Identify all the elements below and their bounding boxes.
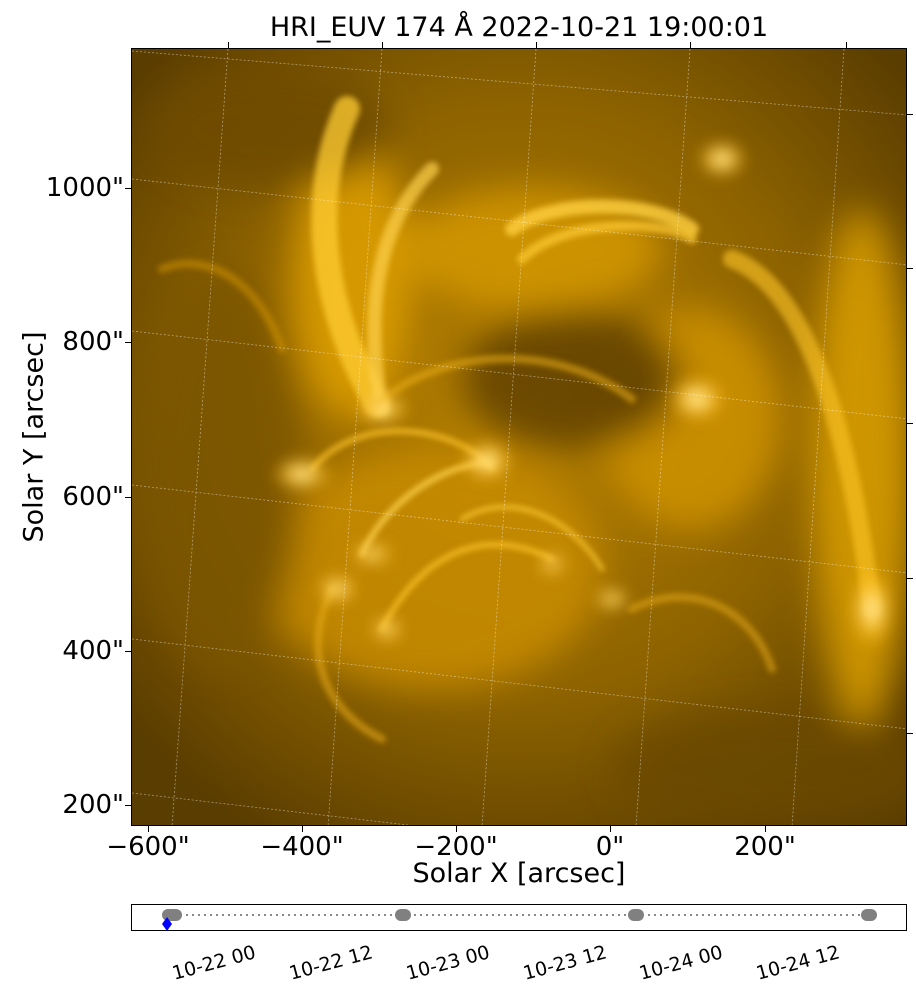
timeline-tick-label: 10-24 00 <box>636 941 726 985</box>
y-tick <box>125 651 131 652</box>
plot-title: HRI_EUV 174 Å 2022-10-21 19:00:01 <box>269 12 769 43</box>
observation-marker <box>861 909 877 921</box>
top-tick <box>690 42 691 48</box>
solar-euv-image <box>132 49 906 825</box>
timeline-tick-label: 10-22 12 <box>286 941 376 985</box>
y-tick <box>125 497 131 498</box>
x-tick <box>302 826 303 832</box>
x-tick-label: 0" <box>595 832 625 862</box>
x-tick <box>148 826 149 832</box>
x-tick <box>610 826 611 832</box>
y-tick-label: 1000" <box>45 173 124 203</box>
y-tick <box>125 342 131 343</box>
right-tick <box>907 114 913 115</box>
y-tick-label: 800" <box>62 327 124 357</box>
timeline-tick-label: 10-23 12 <box>520 941 610 985</box>
y-tick-label: 200" <box>62 790 124 820</box>
x-axis-label: Solar X [arcsec] <box>412 858 626 889</box>
solar-image-panel[interactable] <box>131 48 907 826</box>
timeline-tick-label: 10-22 00 <box>169 941 259 985</box>
right-tick <box>907 268 913 269</box>
top-tick <box>228 42 229 48</box>
x-tick <box>765 826 766 832</box>
timeline-tick-label: 10-23 00 <box>403 941 493 985</box>
top-tick <box>382 42 383 48</box>
x-tick-label: −400" <box>260 832 344 862</box>
observation-marker <box>628 909 644 921</box>
timeline-plot <box>162 909 877 931</box>
observation-timeline[interactable] <box>131 904 907 931</box>
observation-marker <box>395 909 411 921</box>
x-tick <box>456 826 457 832</box>
x-tick-label: −200" <box>414 832 498 862</box>
y-tick-label: 600" <box>62 482 124 512</box>
x-tick-label: −600" <box>106 832 190 862</box>
top-tick <box>846 42 847 48</box>
right-tick <box>907 578 913 579</box>
y-tick <box>125 805 131 806</box>
y-axis-label: Solar Y [arcsec] <box>18 331 50 543</box>
right-tick <box>907 733 913 734</box>
x-tick-label: 200" <box>734 832 796 862</box>
observation-marker <box>162 909 182 921</box>
top-tick <box>536 42 537 48</box>
current-time-marker <box>162 917 172 931</box>
y-tick <box>125 188 131 189</box>
y-tick-label: 400" <box>62 636 124 666</box>
right-tick <box>907 423 913 424</box>
timeline-tick-label: 10-24 12 <box>753 941 843 985</box>
